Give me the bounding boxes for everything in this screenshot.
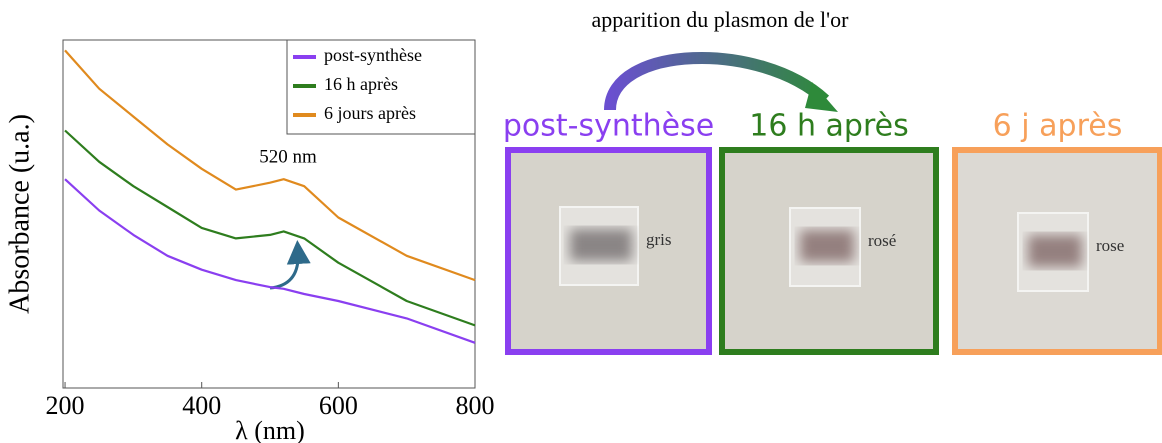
x-tick-label: 200 xyxy=(46,391,85,420)
x-axis-label: λ (nm) xyxy=(235,416,305,443)
sample-label: rosé xyxy=(868,231,896,250)
series-line xyxy=(64,49,476,282)
sample-film xyxy=(800,230,854,262)
x-tick-label: 800 xyxy=(456,391,495,420)
legend-label: post-synthèse xyxy=(324,45,422,65)
sample-film xyxy=(1028,235,1082,267)
x-tick-label: 400 xyxy=(182,391,221,420)
sample-label: rose xyxy=(1096,236,1124,255)
arrow-head xyxy=(805,82,838,112)
sample-label: gris xyxy=(646,230,672,249)
sample-film xyxy=(570,229,632,261)
photos: apparition du plasmon de l'or xyxy=(592,7,850,112)
y-axis-label: Absorbance (u.a.) xyxy=(4,114,35,314)
annotation-arrow xyxy=(269,240,311,290)
peak-annotation: 520 nm xyxy=(259,146,317,167)
legend-label: 6 jours après xyxy=(324,103,416,123)
caption: apparition du plasmon de l'or xyxy=(592,7,850,32)
series-line xyxy=(64,129,476,327)
legend xyxy=(286,39,476,135)
transition-arrow xyxy=(604,52,830,111)
panel-title: post-synthèse xyxy=(503,109,714,144)
plot-frame xyxy=(62,39,476,389)
legend-label: 16 h après xyxy=(324,74,398,94)
x-tick-label: 600 xyxy=(319,391,358,420)
panel-title: 16 h après xyxy=(749,109,908,144)
plot: λ (nm) Absorbance (u.a.) 520 nm 200 400 60… xyxy=(4,39,495,443)
series-line xyxy=(64,178,476,344)
panel-title: 6 j après xyxy=(993,109,1123,144)
